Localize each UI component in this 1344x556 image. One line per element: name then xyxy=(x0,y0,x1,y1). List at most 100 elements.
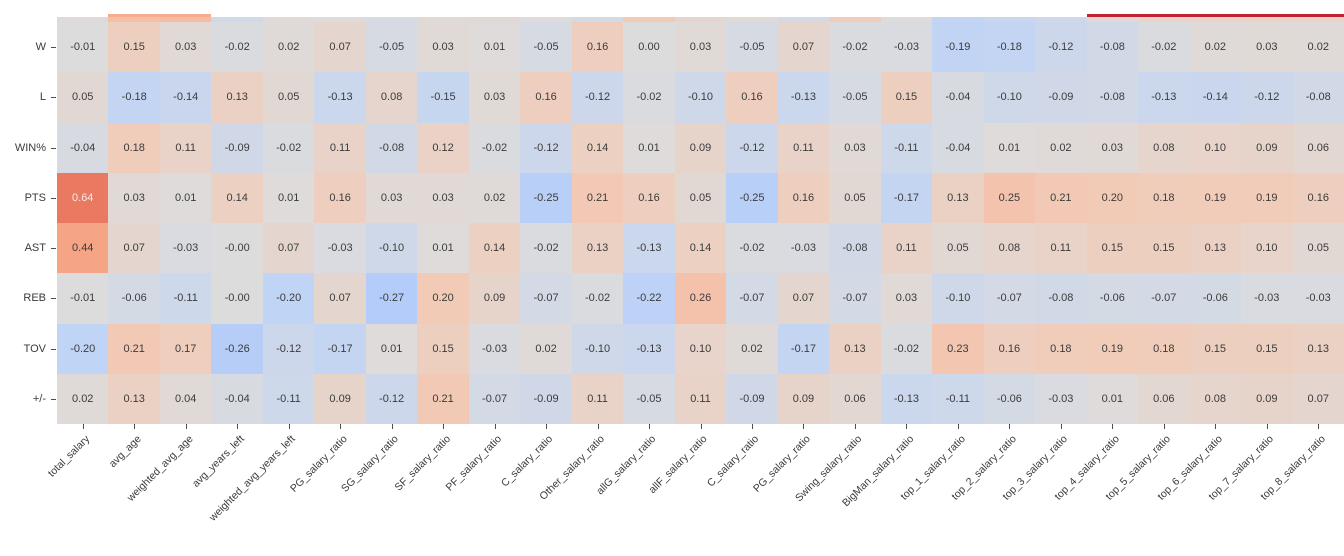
heatmap-cell: -0.12 xyxy=(1035,22,1087,73)
cutoff-row-cell xyxy=(520,17,572,22)
x-tick xyxy=(546,424,548,429)
heatmap-cell: 0.05 xyxy=(262,72,315,123)
x-tick xyxy=(751,424,753,429)
x-tick xyxy=(700,424,702,429)
heatmap-cell: -0.10 xyxy=(674,72,727,123)
heatmap-cell: -0.20 xyxy=(262,273,315,324)
heatmap-cell: 0.23 xyxy=(932,323,984,374)
column-label: avg_age xyxy=(106,433,144,470)
heatmap-cell: -0.07 xyxy=(468,373,521,424)
heatmap-cell: -0.03 xyxy=(314,223,366,274)
row-label: TOV xyxy=(23,342,46,355)
heatmap-cell: -0.14 xyxy=(159,72,212,123)
heatmap-cell: 0.07 xyxy=(314,22,366,73)
heatmap-cell: -0.14 xyxy=(1189,72,1242,123)
heatmap-cell: 0.11 xyxy=(880,223,933,274)
y-tick xyxy=(51,298,56,300)
heatmap-cell: -0.11 xyxy=(880,122,933,173)
heatmap-cell: -0.13 xyxy=(623,223,675,274)
heatmap-cell: -0.11 xyxy=(262,373,315,424)
heatmap-cell: -0.08 xyxy=(1086,22,1139,73)
heatmap-cell: -0.18 xyxy=(108,72,160,123)
row-label: AST xyxy=(24,242,46,255)
heatmap-cell: 0.13 xyxy=(211,72,263,123)
heatmap-cell: 0.01 xyxy=(468,22,521,73)
heatmap-cell: -0.02 xyxy=(262,122,315,173)
cutoff-row-cell xyxy=(829,17,881,22)
x-tick xyxy=(597,424,599,429)
cutoff-row-cell xyxy=(1035,17,1087,22)
row-label: W xyxy=(35,41,46,54)
heatmap-cell: -0.04 xyxy=(932,72,984,123)
cutoff-row-cell xyxy=(1241,17,1293,22)
heatmap-cell: 0.07 xyxy=(314,273,366,324)
heatmap-cell: 0.14 xyxy=(571,122,624,173)
heatmap-cell: -0.02 xyxy=(468,122,521,173)
column-label: C_salary_ratio xyxy=(705,433,762,490)
y-tick xyxy=(51,147,56,149)
heatmap-cell: 0.07 xyxy=(262,223,315,274)
x-tick xyxy=(957,424,959,429)
heatmap-cell: 0.03 xyxy=(108,172,160,223)
cutoff-row-cell xyxy=(932,17,984,22)
heatmap-cell: 0.07 xyxy=(777,273,830,324)
heatmap-cell: 0.14 xyxy=(211,172,263,223)
cutoff-row-cell xyxy=(262,17,315,22)
cutoff-row-cell xyxy=(571,17,624,22)
heatmap-cell: 0.02 xyxy=(1035,122,1087,173)
heatmap-cell: 0.20 xyxy=(1086,172,1139,223)
y-tick xyxy=(51,398,56,400)
heatmap-cell: -0.19 xyxy=(932,22,984,73)
heatmap-cell: 0.01 xyxy=(365,323,418,374)
heatmap-cell: -0.10 xyxy=(571,323,624,374)
heatmap-cell: -0.05 xyxy=(726,22,778,73)
heatmap-cell: -0.07 xyxy=(726,273,778,324)
heatmap-cell: -0.03 xyxy=(1035,373,1087,424)
heatmap-cell: 0.16 xyxy=(520,72,572,123)
heatmap-cell: -0.13 xyxy=(777,72,830,123)
column-label: C_salary_ratio xyxy=(499,433,556,490)
x-tick xyxy=(1009,424,1011,429)
heatmap-cell: -0.02 xyxy=(1138,22,1190,73)
heatmap-cell: 0.44 xyxy=(57,223,109,274)
heatmap-cell: 0.13 xyxy=(932,172,984,223)
heatmap-grid: -0.01 0.15 0.03 -0.02 0.02 0.07 -0.05 0.03 0.01-… xyxy=(57,22,1344,424)
heatmap-cell: 0.11 xyxy=(314,122,366,173)
heatmap-cell: -0.12 xyxy=(1241,72,1293,123)
heatmap-cell: 0.02 xyxy=(1292,22,1344,73)
heatmap-cell: 0.10 xyxy=(1189,122,1242,173)
heatmap-cell: 0.02 xyxy=(57,373,109,424)
heatmap-cell: -0.05 xyxy=(365,22,418,73)
heatmap-cell: 0.06 xyxy=(1138,373,1190,424)
cutoff-row-edge-segment xyxy=(1086,14,1344,17)
heatmap-cell: 0.21 xyxy=(571,172,624,223)
heatmap-cell: 0.03 xyxy=(159,22,212,73)
heatmap-cell: -0.09 xyxy=(1035,72,1087,123)
heatmap-cell: 0.11 xyxy=(674,373,727,424)
heatmap-cell: 0.01 xyxy=(262,172,315,223)
heatmap-cell: 0.06 xyxy=(1292,122,1344,173)
cutoff-row-upper-edge xyxy=(57,14,1344,17)
heatmap-cell: -0.27 xyxy=(365,273,418,324)
cutoff-row-cell xyxy=(57,17,109,22)
x-tick xyxy=(82,424,84,429)
y-tick xyxy=(51,348,56,350)
heatmap-cell: 0.09 xyxy=(674,122,727,173)
heatmap-cell: -0.08 xyxy=(1292,72,1344,123)
heatmap-cell: -0.00 xyxy=(211,273,263,324)
heatmap-cell: -0.06 xyxy=(1086,273,1139,324)
heatmap-cell: 0.11 xyxy=(571,373,624,424)
heatmap-cell: -0.12 xyxy=(520,122,572,173)
heatmap-cell: 0.15 xyxy=(1189,323,1242,374)
heatmap-cell: 0.08 xyxy=(1189,373,1242,424)
heatmap-cell: -0.08 xyxy=(1086,72,1139,123)
cutoff-row-cell xyxy=(108,17,160,22)
cutoff-row-cell xyxy=(314,17,366,22)
heatmap-cell: -0.13 xyxy=(314,72,366,123)
heatmap-cell: -0.25 xyxy=(726,172,778,223)
heatmap-cell: 0.03 xyxy=(1086,122,1139,173)
heatmap-cell: 0.06 xyxy=(829,373,881,424)
heatmap-cell: -0.17 xyxy=(314,323,366,374)
x-tick xyxy=(854,424,856,429)
